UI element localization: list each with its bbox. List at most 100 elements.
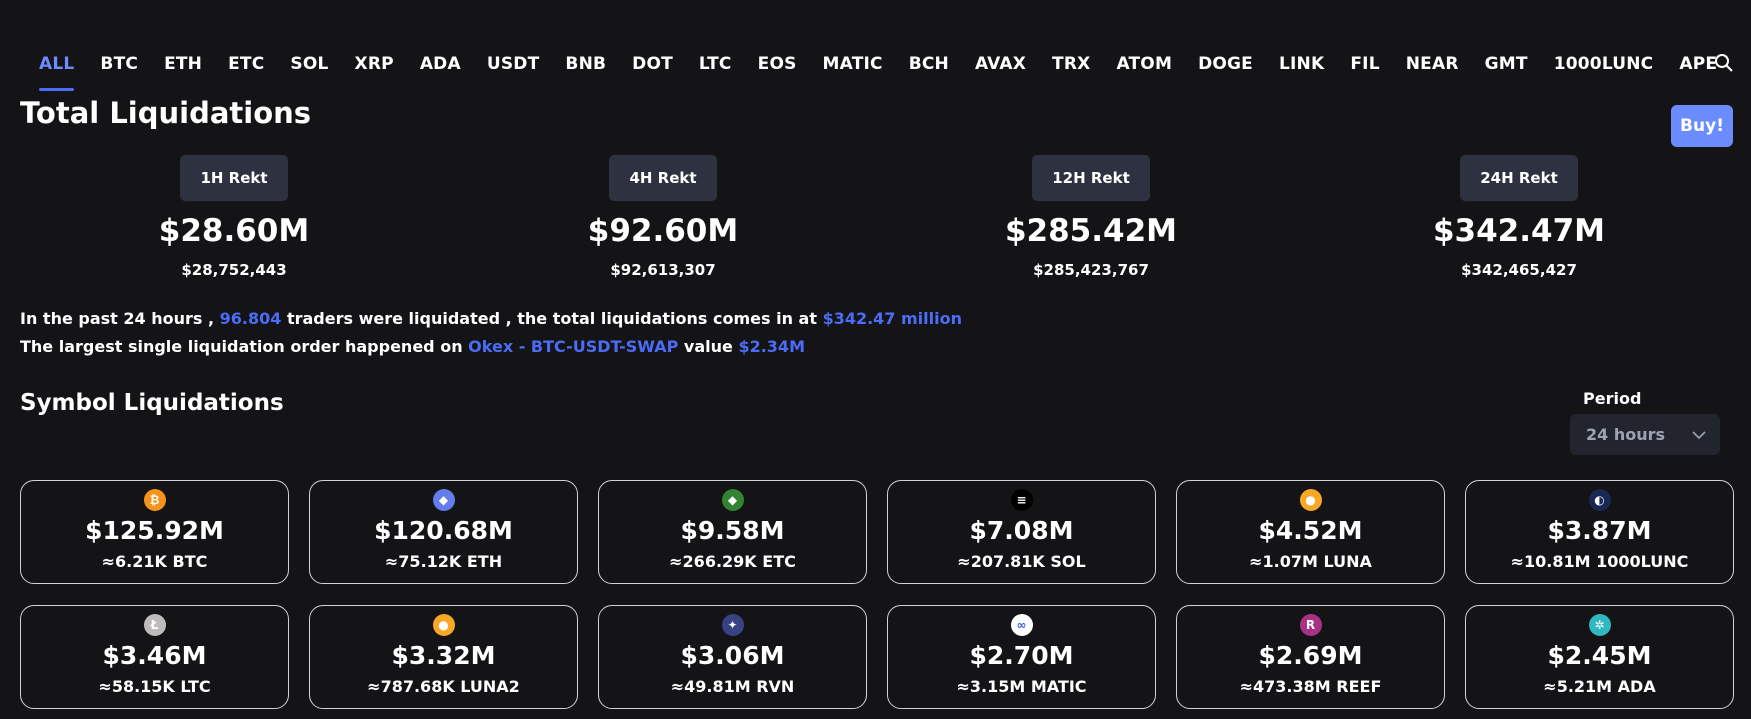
card-value: $7.08M — [969, 516, 1074, 545]
tab-btc[interactable]: BTC — [100, 54, 139, 74]
symbol-card[interactable]: ● $4.52M ≈1.07M LUNA — [1176, 480, 1445, 584]
tab-bch[interactable]: BCH — [908, 54, 949, 74]
card-amount: ≈1.07M LUNA — [1249, 552, 1372, 571]
summary-text: value — [683, 337, 733, 356]
rekt-4h: 4H Rekt $92.60M $92,613,307 — [503, 155, 823, 279]
period-label: Period — [1583, 389, 1642, 408]
ada-icon: ✲ — [1588, 614, 1611, 636]
rekt-4h-button[interactable]: 4H Rekt — [609, 155, 717, 201]
tab-ada[interactable]: ADA — [419, 54, 461, 74]
sol-icon: ≡ — [1010, 489, 1033, 511]
card-amount: ≈266.29K ETC — [669, 552, 796, 571]
largest-order-link[interactable]: Okex - BTC-USDT-SWAP — [468, 337, 679, 356]
rekt-4h-exact: $92,613,307 — [610, 261, 716, 279]
symbol-cards: ₿ $125.92M ≈6.21K BTC ◆ $120.68M ≈75.12K ETH ◆… — [20, 480, 1734, 709]
search-icon[interactable] — [1713, 52, 1735, 74]
symbol-card[interactable]: ₿ $125.92M ≈6.21K BTC — [20, 480, 289, 584]
rekt-4h-value: $92.60M — [587, 213, 739, 249]
tab-matic[interactable]: MATIC — [822, 54, 883, 74]
rekt-12h-button[interactable]: 12H Rekt — [1032, 155, 1150, 201]
summary-line-1: In the past 24 hours , 96.804 traders we… — [20, 309, 962, 328]
buy-button[interactable]: Buy! — [1671, 105, 1733, 147]
tab-dot[interactable]: DOT — [632, 54, 673, 74]
tab-bnb[interactable]: BNB — [565, 54, 607, 74]
section-title: Symbol Liquidations — [20, 390, 284, 416]
traders-count: 96.804 — [219, 309, 282, 328]
chevron-down-icon — [1692, 430, 1706, 439]
symbol-card[interactable]: ✲ $2.45M ≈5.21M ADA — [1465, 605, 1734, 709]
card-value: $2.70M — [969, 641, 1074, 670]
tab-eth[interactable]: ETH — [164, 54, 203, 74]
tab-near[interactable]: NEAR — [1405, 54, 1459, 74]
summary-line-2: The largest single liquidation order hap… — [20, 337, 805, 356]
rekt-1h-button[interactable]: 1H Rekt — [180, 155, 288, 201]
card-amount: ≈207.81K SOL — [957, 552, 1086, 571]
card-value: $2.45M — [1547, 641, 1652, 670]
largest-order-value: $2.34M — [738, 337, 805, 356]
card-amount: ≈75.12K ETH — [384, 552, 503, 571]
symbol-card[interactable]: ∞ $2.70M ≈3.15M MATIC — [887, 605, 1156, 709]
summary-text: In the past 24 hours , — [20, 309, 215, 328]
card-value: $125.92M — [85, 516, 224, 545]
btc-icon: ₿ — [143, 489, 166, 511]
symbol-card[interactable]: ◐ $3.87M ≈10.81M 1000LUNC — [1465, 480, 1734, 584]
tab-all[interactable]: ALL — [26, 50, 87, 91]
tab-xrp[interactable]: XRP — [354, 54, 394, 74]
card-value: $3.46M — [102, 641, 207, 670]
symbol-card[interactable]: ≡ $7.08M ≈207.81K SOL — [887, 480, 1156, 584]
lunc-icon: ◐ — [1588, 489, 1611, 511]
rekt-12h-exact: $285,423,767 — [1033, 261, 1149, 279]
rekt-12h-value: $285.42M — [1004, 213, 1178, 249]
reef-icon: R — [1299, 614, 1322, 636]
tab-avax[interactable]: AVAX — [974, 54, 1027, 74]
tab-etc[interactable]: ETC — [228, 54, 265, 74]
rekt-24h: 24H Rekt $342.47M $342,465,427 — [1359, 155, 1679, 279]
tab-fil[interactable]: FIL — [1350, 54, 1380, 74]
total-amount: $342.47 million — [822, 309, 962, 328]
card-amount: ≈787.68K LUNA2 — [367, 677, 520, 696]
card-value: $120.68M — [374, 516, 513, 545]
card-amount: ≈473.38M REEF — [1239, 677, 1382, 696]
card-amount: ≈58.15K LTC — [98, 677, 211, 696]
rekt-1h-exact: $28,752,443 — [181, 261, 287, 279]
symbol-card[interactable]: R $2.69M ≈473.38M REEF — [1176, 605, 1445, 709]
tab-usdt[interactable]: USDT — [486, 54, 540, 74]
card-value: $3.32M — [391, 641, 496, 670]
ltc-icon: Ł — [143, 614, 166, 636]
etc-icon: ◆ — [721, 489, 744, 511]
luna-icon: ● — [1299, 489, 1322, 511]
symbol-card[interactable]: ◆ $120.68M ≈75.12K ETH — [309, 480, 578, 584]
rekt-1h: 1H Rekt $28.60M $28,752,443 — [74, 155, 394, 279]
tab-atom[interactable]: ATOM — [1116, 54, 1173, 74]
card-amount: ≈10.81M 1000LUNC — [1510, 552, 1689, 571]
symbol-card[interactable]: ● $3.32M ≈787.68K LUNA2 — [309, 605, 578, 709]
card-value: $3.06M — [680, 641, 785, 670]
symbol-card[interactable]: ✦ $3.06M ≈49.81M RVN — [598, 605, 867, 709]
page-title: Total Liquidations — [20, 96, 312, 130]
tab-gmt[interactable]: GMT — [1484, 54, 1528, 74]
tab-ape[interactable]: APE — [1679, 54, 1718, 74]
card-value: $4.52M — [1258, 516, 1363, 545]
card-value: $3.87M — [1547, 516, 1652, 545]
rekt-1h-value: $28.60M — [158, 213, 310, 249]
card-value: $2.69M — [1258, 641, 1363, 670]
tab-sol[interactable]: SOL — [290, 54, 329, 74]
tab-link[interactable]: LINK — [1279, 54, 1325, 74]
rekt-24h-button[interactable]: 24H Rekt — [1460, 155, 1578, 201]
tab-trx[interactable]: TRX — [1052, 54, 1091, 74]
tab-eos[interactable]: EOS — [757, 54, 797, 74]
eth-icon: ◆ — [432, 489, 455, 511]
rekt-24h-value: $342.47M — [1432, 213, 1606, 249]
period-select[interactable]: 24 hours — [1570, 414, 1720, 455]
tab-ltc[interactable]: LTC — [698, 54, 732, 74]
card-amount: ≈3.15M MATIC — [956, 677, 1087, 696]
symbol-card[interactable]: Ł $3.46M ≈58.15K LTC — [20, 605, 289, 709]
matic-icon: ∞ — [1010, 614, 1033, 636]
card-amount: ≈5.21M ADA — [1543, 677, 1656, 696]
summary-text: traders were liquidated , the total liqu… — [286, 309, 817, 328]
symbol-card[interactable]: ◆ $9.58M ≈266.29K ETC — [598, 480, 867, 584]
tab-doge[interactable]: DOGE — [1198, 54, 1253, 74]
period-value: 24 hours — [1586, 425, 1666, 444]
rvn-icon: ✦ — [721, 614, 744, 636]
tab-1000lunc[interactable]: 1000LUNC — [1553, 54, 1654, 74]
